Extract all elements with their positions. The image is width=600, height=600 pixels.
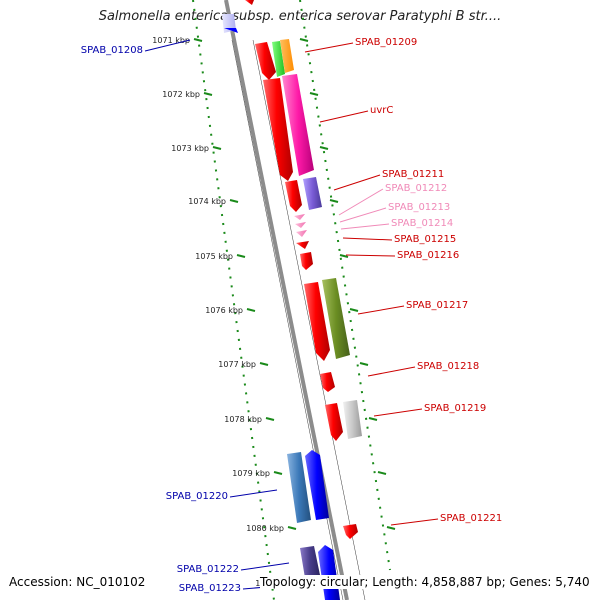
reverse-gene-spab-01208-arrow[interactable]	[224, 28, 238, 33]
gene-labels: SPAB_01209 uvrC SPAB_01211 SPAB_01212 SPAB_0…	[81, 37, 503, 594]
ruler-tick-label: 1078 kbp	[224, 415, 262, 424]
outer-ruler-tick	[368, 417, 378, 421]
partial-feature-top	[245, 0, 254, 5]
ruler-tick-label: 1079 kbp	[232, 469, 270, 478]
gene-spab-01212-shape[interactable]	[294, 214, 305, 220]
gene-callout-line	[345, 254, 396, 257]
gene-callout-line	[333, 174, 381, 191]
gene-spab-01211-shape[interactable]	[285, 180, 302, 212]
gene-spab-01209-c-shape[interactable]	[280, 39, 294, 73]
gene-label[interactable]: SPAB_01220	[166, 491, 228, 502]
gene-label[interactable]: SPAB_01218	[417, 361, 479, 372]
gene-spab-01219-partner-shape[interactable]	[343, 400, 362, 439]
gene-uvrc-shape[interactable]	[263, 78, 293, 181]
ruler-tick	[287, 526, 297, 530]
outer-ruler-tick	[359, 362, 369, 366]
gene-label[interactable]: SPAB_01221	[440, 513, 502, 524]
topology-summary: Topology: circular; Length: 4,858,887 bp…	[260, 575, 590, 589]
ruler-tick-label: 1080 kbp	[246, 524, 284, 533]
outer-ruler-tick	[339, 254, 349, 258]
gene-label[interactable]: SPAB_01215	[394, 234, 456, 245]
gene-callout-line	[342, 237, 393, 241]
gene-label[interactable]: SPAB_01223	[179, 583, 241, 594]
outer-ruler-tick	[377, 471, 387, 475]
outer-ruler-tick	[309, 92, 319, 96]
gene-spab-01215-shape[interactable]	[296, 241, 309, 249]
gene-spab-01209-a-shape[interactable]	[255, 42, 276, 80]
ruler-tick-label: 1075 kbp	[195, 252, 233, 261]
outer-track-edge	[252, 39, 366, 600]
gene-callout-line	[144, 39, 191, 52]
gene-callout-line	[390, 518, 439, 526]
ruler-tick	[265, 417, 275, 421]
gene-spab-01214-shape[interactable]	[296, 230, 307, 237]
gene-label[interactable]: SPAB_01214	[391, 218, 453, 229]
gene-callout-line	[357, 305, 405, 315]
gene-callout-line	[339, 207, 387, 223]
ruler-tick-label: 1072 kbp	[162, 90, 200, 99]
gene-label[interactable]: SPAB_01216	[397, 250, 459, 261]
outer-ruler-tick	[349, 308, 359, 312]
gene-callout-line	[373, 408, 423, 417]
gene-callout-line	[340, 223, 390, 230]
gene-label[interactable]: SPAB_01213	[388, 202, 450, 213]
gene-callout-line	[338, 188, 384, 216]
ruler-tick-label: 1073 kbp	[171, 144, 209, 153]
ruler-tick	[193, 38, 203, 42]
ruler-tick	[236, 254, 246, 258]
ruler-tick	[273, 471, 283, 475]
gene-label[interactable]: SPAB_01219	[424, 403, 486, 414]
gene-spab-01216-shape[interactable]	[300, 252, 313, 270]
ruler-tick	[203, 92, 213, 96]
gene-callout-line	[229, 489, 278, 498]
gene-label[interactable]: SPAB_01222	[177, 564, 239, 575]
gene-spab-01217-shape[interactable]	[304, 282, 330, 361]
ruler-tick	[246, 308, 256, 312]
ruler-tick	[229, 199, 239, 203]
gene-callout-line	[304, 42, 354, 53]
gene-spab-01218-shape[interactable]	[320, 372, 335, 392]
outer-ruler-tick	[319, 146, 329, 150]
ruler-tick	[212, 146, 222, 150]
gene-label[interactable]: SPAB_01209	[355, 37, 417, 48]
gene-spab-01209-b-shape[interactable]	[272, 41, 285, 77]
forward-genes	[255, 39, 362, 539]
gene-label[interactable]: uvrC	[370, 105, 393, 116]
gene-spab-01213-shape[interactable]	[295, 222, 306, 228]
gene-callout-line	[319, 110, 369, 123]
outer-ruler-tick	[299, 38, 309, 42]
gene-spab-01221-shape[interactable]	[343, 524, 358, 539]
gene-spab-01220-shape[interactable]	[305, 450, 329, 520]
genome-title: Salmonella enterica subsp. enterica sero…	[98, 9, 502, 24]
ruler-tick-label: 1071 kbp	[152, 36, 190, 45]
gene-uvrc-partner-shape[interactable]	[282, 74, 314, 176]
ruler-tick	[259, 362, 269, 366]
gene-callout-line	[367, 366, 416, 377]
gene-label[interactable]: SPAB_01211	[382, 169, 444, 180]
ruler-tick-label: 1077 kbp	[218, 360, 256, 369]
gene-spab-01222-shape[interactable]	[300, 546, 320, 578]
ruler-tick-label: 1076 kbp	[205, 306, 243, 315]
dotted-ruler	[192, 0, 391, 600]
gene-spab-01219-shape[interactable]	[325, 403, 343, 441]
gene-callout-line	[240, 562, 290, 571]
gene-label[interactable]: SPAB_01217	[406, 300, 468, 311]
outer-ruler-tick	[329, 199, 339, 203]
gene-label[interactable]: SPAB_01212	[385, 183, 447, 194]
accession-label: Accession: NC_010102	[9, 575, 146, 589]
gene-spab-01220-partner-shape[interactable]	[287, 452, 311, 523]
genome-backbone	[224, 0, 349, 600]
outer-ruler-tick	[386, 526, 396, 530]
gene-spab-01217-partner-shape[interactable]	[322, 278, 350, 359]
gene-label[interactable]: SPAB_01208	[81, 45, 143, 56]
ruler-tick-label: 1074 kbp	[188, 197, 226, 206]
gene-spab-01211-partner-shape[interactable]	[303, 177, 322, 210]
